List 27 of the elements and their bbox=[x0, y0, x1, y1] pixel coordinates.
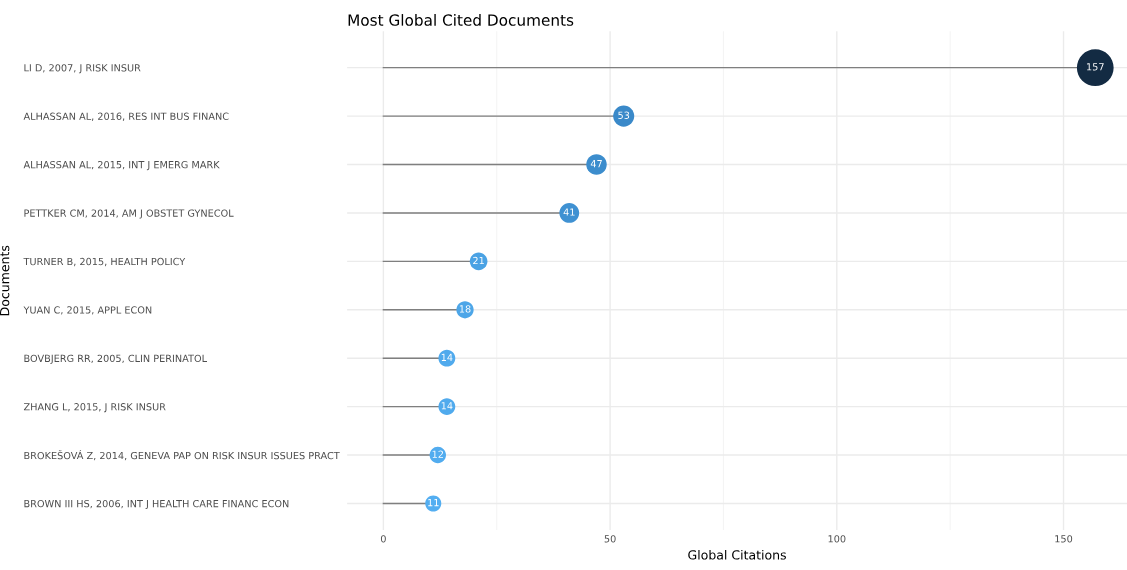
data-label: 21 bbox=[473, 256, 484, 265]
y-axis-title: Documents bbox=[0, 245, 10, 316]
y-tick-label: BOVBJERG RR, 2005, CLIN PERINATOL bbox=[24, 354, 207, 364]
data-label: 14 bbox=[441, 402, 453, 410]
y-tick-label: PETTKER CM, 2014, AM J OBSTET GYNECOL bbox=[24, 209, 234, 219]
y-tick-label: BROWN III HS, 2006, INT J HEALTH CARE FINANC ECON bbox=[24, 499, 289, 510]
y-tick-label: YUAN C, 2015, APPL ECON bbox=[23, 306, 152, 315]
x-tick-label: 50 bbox=[604, 535, 616, 543]
y-tick-label: ALHASSAN AL, 2015, INT J EMERG MARK bbox=[23, 160, 220, 171]
y-tick-label: TURNER B, 2015, HEALTH POLICY bbox=[23, 257, 186, 267]
data-label: 11 bbox=[428, 499, 439, 507]
y-tick-label: ZHANG L, 2015, J RISK INSUR bbox=[23, 403, 166, 413]
data-label: 12 bbox=[432, 450, 444, 458]
y-tick-label: ALHASSAN AL, 2016, RES INT BUS FINANC bbox=[23, 112, 229, 121]
x-axis-title: Global Citations bbox=[688, 549, 786, 560]
y-tick-label: LI D, 2007, J RISK INSUR bbox=[24, 64, 141, 74]
data-label: 47 bbox=[590, 160, 602, 168]
y-tick-label: BROKEŠOVÁ Z, 2014, GENEVA PAP ON RISK INSUR ISSUES PRACT bbox=[24, 450, 340, 461]
chart-title: Most Global Cited Documents bbox=[348, 14, 574, 26]
data-label: 14 bbox=[441, 353, 453, 361]
data-label: 53 bbox=[618, 111, 630, 119]
data-label: 18 bbox=[459, 305, 471, 313]
x-tick-label: 150 bbox=[1055, 535, 1073, 543]
data-label: 157 bbox=[1087, 63, 1104, 71]
x-tick-label: 0 bbox=[380, 535, 386, 543]
x-tick-label: 100 bbox=[828, 535, 846, 543]
data-label: 41 bbox=[563, 208, 575, 216]
